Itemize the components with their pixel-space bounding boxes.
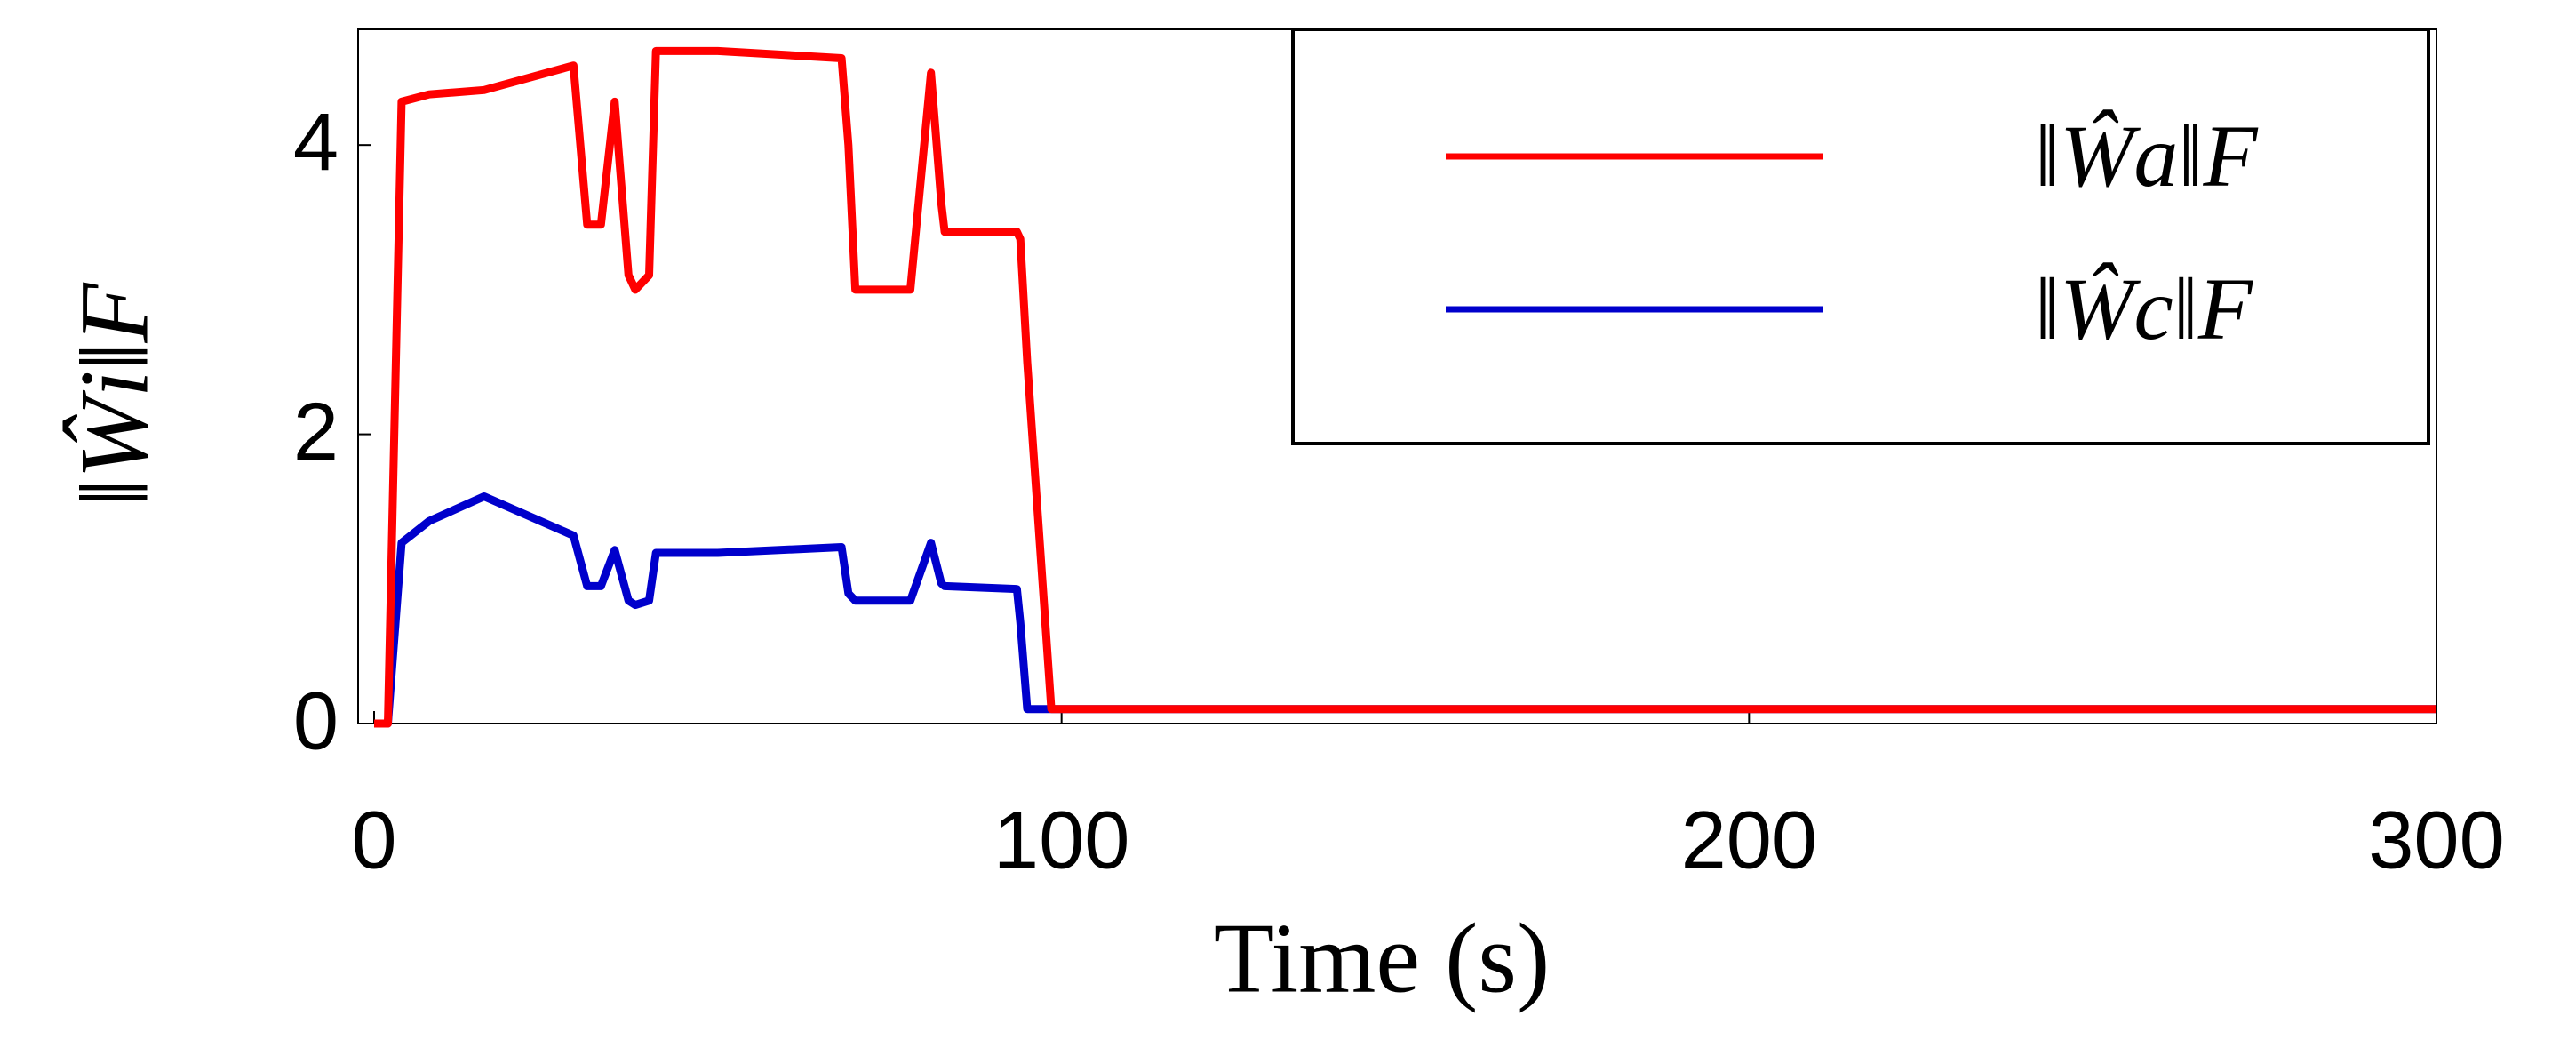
x-tick-label: 100 <box>993 795 1130 885</box>
x-tick-label: 0 <box>351 795 396 885</box>
legend-box <box>1291 28 2430 445</box>
data-line <box>374 46 2436 728</box>
y-tick-label: 0 <box>293 676 339 766</box>
data-line <box>374 492 2436 728</box>
legend-label: ‖Ŵc‖F <box>2035 260 2253 358</box>
x-tick-label: 300 <box>2368 795 2505 885</box>
y-tick-label: 2 <box>293 387 339 477</box>
legend-label: ‖Ŵa‖F <box>2035 107 2258 205</box>
y-axis-label: ‖Ŵi‖F <box>60 282 168 507</box>
x-tick-label: 200 <box>1681 795 1818 885</box>
legend: ‖Ŵa‖F ‖Ŵc‖F <box>1291 28 2430 445</box>
y-tick-label: 4 <box>293 97 339 188</box>
x-axis-label: Time (s) <box>1214 904 1551 1014</box>
